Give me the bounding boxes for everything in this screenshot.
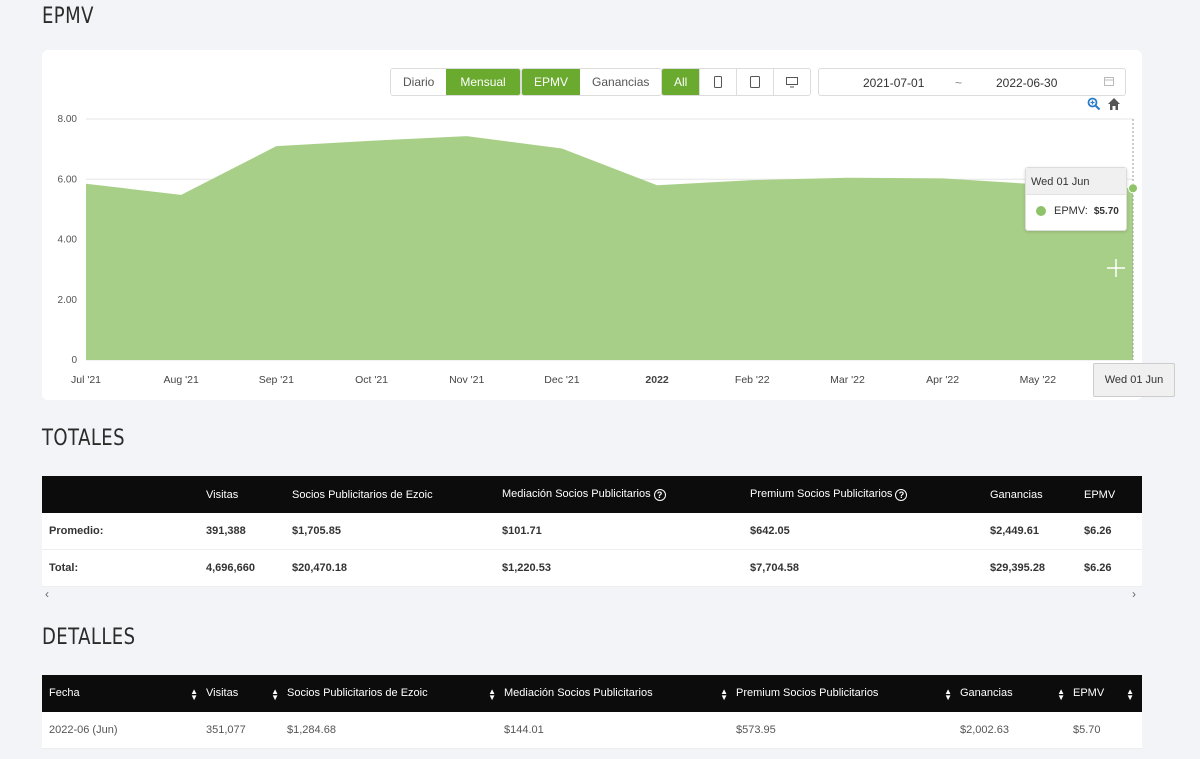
x-tick-label: Sep '21 bbox=[259, 374, 294, 386]
date-start: 2021-07-01 bbox=[863, 76, 925, 90]
sort-icon: ▲ ▼ bbox=[271, 686, 279, 702]
totals-header-visits: Visitas bbox=[206, 476, 292, 513]
x-tick-label: Nov '21 bbox=[449, 374, 484, 386]
crosshair-cursor-icon bbox=[1107, 259, 1125, 277]
mobile-button[interactable] bbox=[699, 69, 737, 95]
table-row: Total: 4,696,660 $20,470.18 $1,220.53 $7… bbox=[42, 549, 1142, 587]
scroll-left-icon[interactable]: ‹ bbox=[45, 587, 49, 601]
period-toggle: Diario Mensual bbox=[390, 68, 521, 96]
x-tick-label: 2022 bbox=[645, 374, 669, 386]
totals-header-epmv: EPMV bbox=[1084, 476, 1142, 513]
tablet-button[interactable] bbox=[736, 69, 774, 95]
device-toggle: All bbox=[661, 68, 812, 96]
sort-icon: ▲ ▼ bbox=[1057, 686, 1065, 702]
tooltip-header: Wed 01 Jun bbox=[1026, 168, 1126, 195]
tablet-icon bbox=[750, 76, 761, 88]
totals-header-earnings: Ganancias bbox=[990, 476, 1084, 513]
sort-icon: ▲ ▼ bbox=[488, 686, 496, 702]
totals-table: Visitas Socios Publicitarios de Ezoic Me… bbox=[42, 476, 1142, 587]
metric-toggle: EPMV Ganancias bbox=[521, 68, 663, 96]
desktop-icon bbox=[786, 76, 799, 87]
sort-icon: ▲ ▼ bbox=[720, 686, 728, 702]
details-header-earnings[interactable]: Ganancias ▲ ▼ bbox=[960, 675, 1073, 712]
home-icon[interactable] bbox=[1107, 97, 1121, 111]
details-title: DETALLES bbox=[42, 625, 136, 650]
calendar-icon bbox=[1104, 77, 1114, 86]
monthly-button[interactable]: Mensual bbox=[446, 69, 520, 95]
x-tick-label: Oct '21 bbox=[355, 374, 388, 386]
chart-tooltip: Wed 01 Jun EPMV: $5.70 bbox=[1025, 167, 1127, 231]
y-tick-label: 8.00 bbox=[58, 114, 78, 125]
series-dot-icon bbox=[1036, 206, 1046, 216]
x-tick-label: Dec '21 bbox=[544, 374, 579, 386]
epmv-chart: 0 2.00 4.00 6.00 8.00 Jul '21 Aug '21 Sep '21 O… bbox=[58, 114, 1138, 386]
details-header-mediation[interactable]: Mediación Socios Publicitarios ▲ ▼ bbox=[504, 675, 736, 712]
table-row: Promedio: 391,388 $1,705.85 $101.71 $642… bbox=[42, 513, 1142, 550]
totals-header-mediation: Mediación Socios Publicitarios? bbox=[502, 476, 750, 513]
page-title: EPMV bbox=[42, 4, 94, 29]
x-tick-label: Jul '21 bbox=[71, 374, 101, 386]
crosshair-x-label: Wed 01 Jun bbox=[1093, 363, 1175, 397]
x-tick-label: Feb '22 bbox=[735, 374, 770, 386]
totals-header-blank bbox=[42, 476, 206, 513]
hover-point bbox=[1128, 183, 1138, 194]
tooltip-value: $5.70 bbox=[1093, 205, 1119, 217]
sort-icon: ▲ ▼ bbox=[190, 686, 198, 702]
x-tick-label: Aug '21 bbox=[164, 374, 199, 386]
date-range-picker[interactable]: 2021-07-01 ~ 2022-06-30 bbox=[818, 68, 1126, 96]
mobile-icon bbox=[714, 76, 723, 88]
desktop-button[interactable] bbox=[773, 69, 811, 95]
details-table: Fecha ▲ ▼ Visitas ▲ ▼ Socios Publicitarios d… bbox=[42, 675, 1142, 749]
y-tick-label: 2.00 bbox=[58, 295, 78, 306]
tooltip-label: EPMV: bbox=[1054, 205, 1088, 217]
totals-header-ezoic: Socios Publicitarios de Ezoic bbox=[292, 476, 502, 513]
epmv-area bbox=[86, 136, 1133, 360]
earnings-button[interactable]: Ganancias bbox=[580, 69, 662, 95]
details-header-date[interactable]: Fecha ▲ ▼ bbox=[42, 675, 206, 712]
x-axis-labels: Jul '21 Aug '21 Sep '21 Oct '21 Nov '21 Dec '… bbox=[71, 374, 1056, 386]
date-end: 2022-06-30 bbox=[996, 76, 1058, 90]
details-header-premium[interactable]: Premium Socios Publicitarios ▲ ▼ bbox=[736, 675, 960, 712]
details-header-epmv[interactable]: EPMV ▲ ▼ bbox=[1073, 675, 1142, 712]
y-tick-label: 4.00 bbox=[58, 235, 78, 246]
totals-title: TOTALES bbox=[42, 426, 125, 451]
totals-header-premium: Premium Socios Publicitarios? bbox=[750, 476, 990, 513]
x-tick-label: May '22 bbox=[1020, 374, 1057, 386]
table-row: 2022-06 (Jun) 351,077 $1,284.68 $144.01 … bbox=[42, 712, 1142, 749]
daily-button[interactable]: Diario bbox=[391, 69, 447, 95]
epmv-button[interactable]: EPMV bbox=[522, 69, 581, 95]
scroll-right-icon[interactable]: › bbox=[1132, 587, 1136, 601]
info-icon[interactable]: ? bbox=[653, 488, 666, 501]
details-header-visits[interactable]: Visitas ▲ ▼ bbox=[206, 675, 287, 712]
x-tick-label: Apr '22 bbox=[926, 374, 959, 386]
y-tick-label: 0 bbox=[71, 355, 77, 366]
device-all-button[interactable]: All bbox=[662, 69, 700, 95]
sort-icon: ▲ ▼ bbox=[944, 686, 952, 702]
zoom-icon[interactable] bbox=[1087, 97, 1101, 111]
info-icon[interactable]: ? bbox=[895, 488, 908, 501]
x-tick-label: Mar '22 bbox=[830, 374, 865, 386]
y-axis-labels: 0 2.00 4.00 6.00 8.00 bbox=[58, 114, 78, 366]
date-separator: ~ bbox=[955, 76, 963, 90]
details-header-ezoic[interactable]: Socios Publicitarios de Ezoic ▲ ▼ bbox=[287, 675, 504, 712]
y-tick-label: 6.00 bbox=[58, 174, 78, 185]
sort-icon: ▲ ▼ bbox=[1126, 686, 1134, 702]
